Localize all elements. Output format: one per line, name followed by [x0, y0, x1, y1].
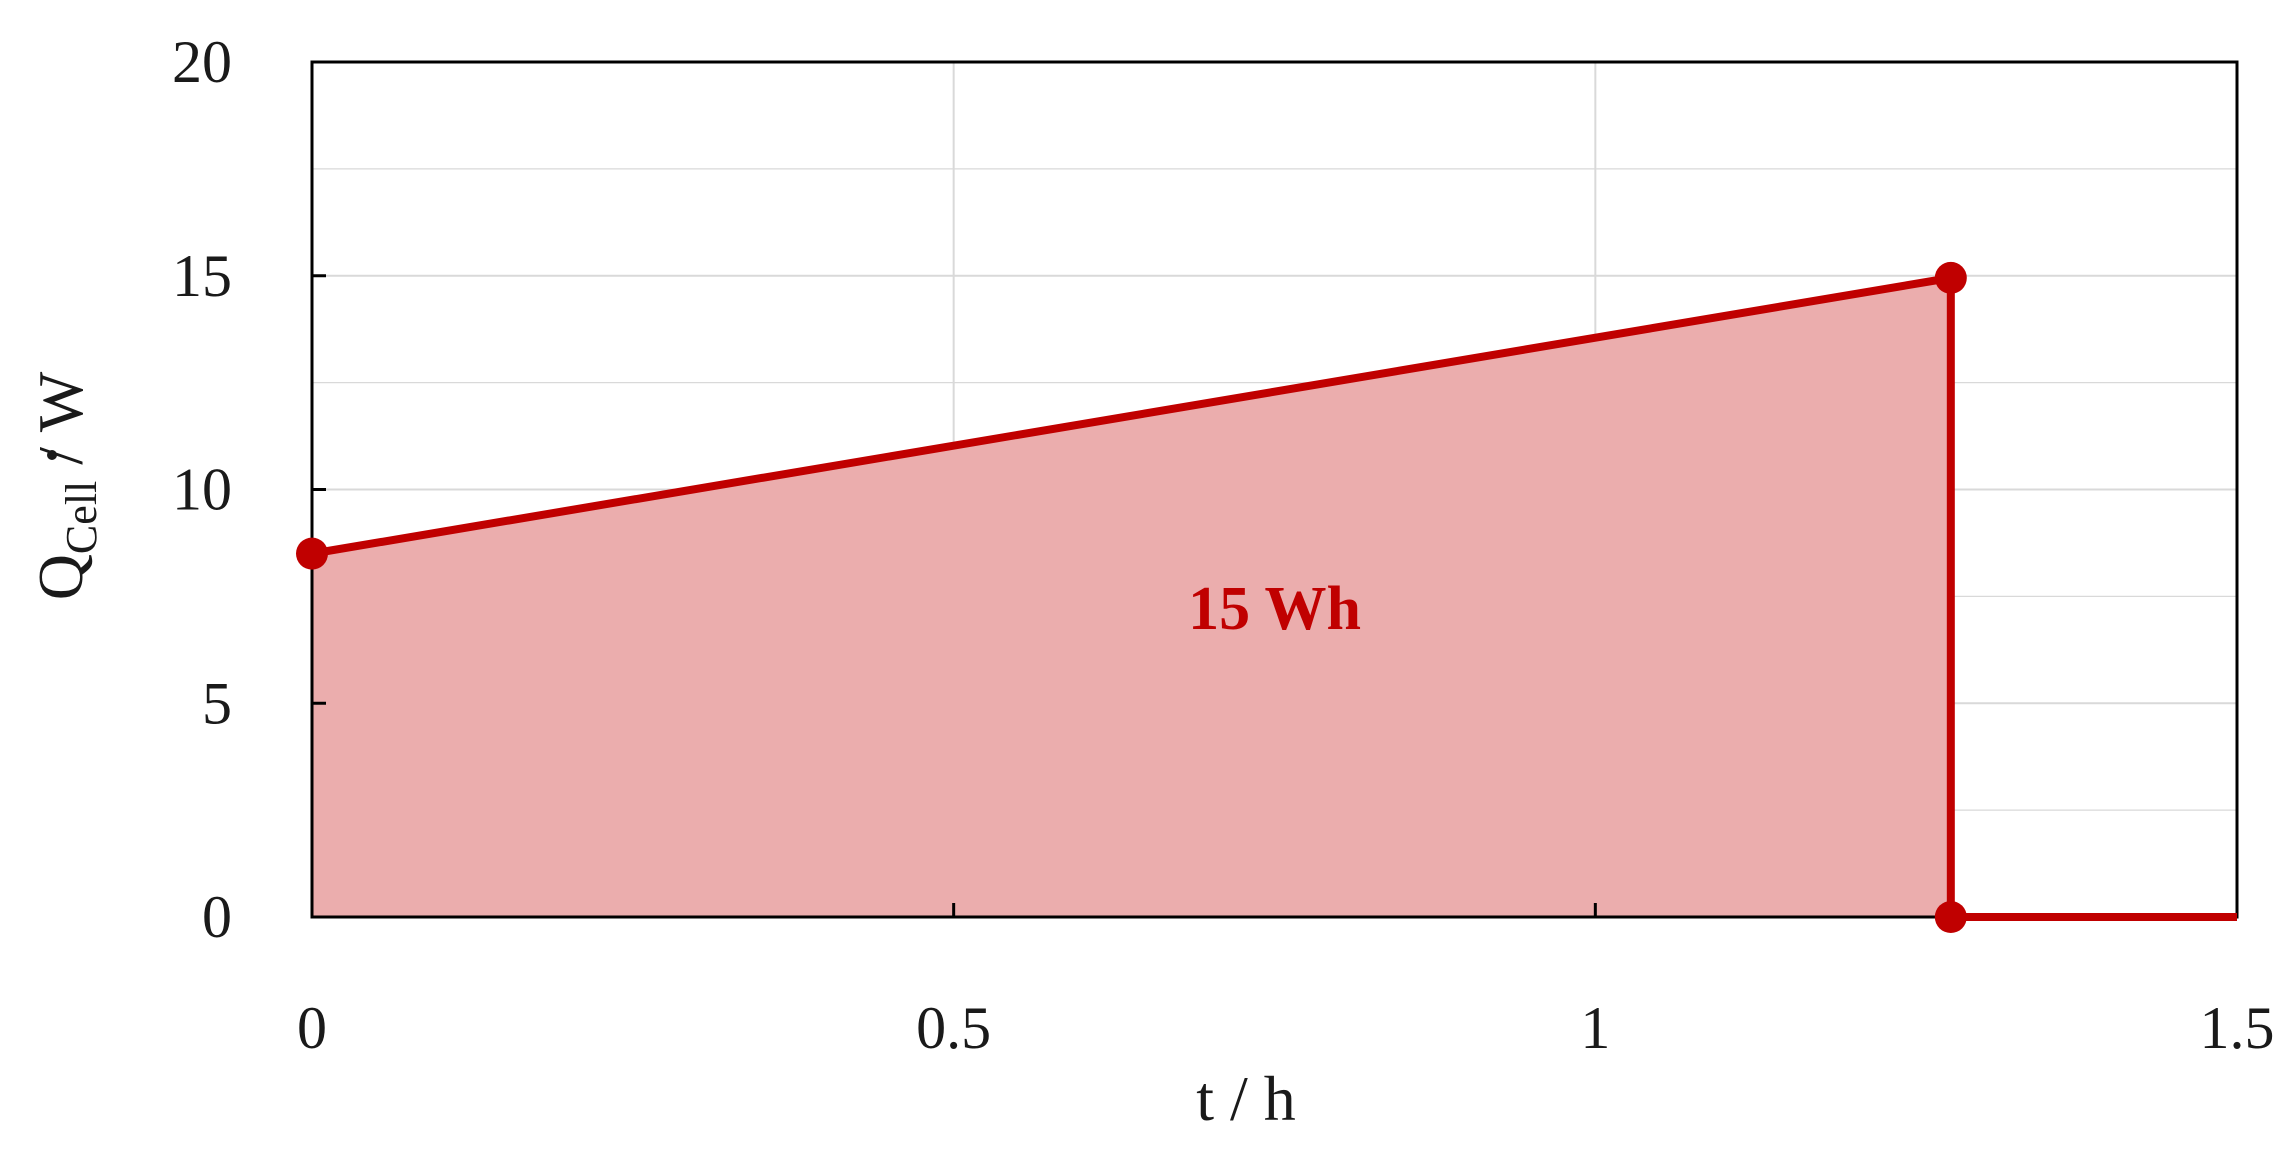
y-axis-label-unit: / W [25, 371, 96, 481]
q-dot-accent [47, 450, 57, 460]
area-fill [312, 277, 1951, 917]
x-tick-labels: 0 0.5 1 1.5 [297, 995, 2275, 1061]
marker-1 [1934, 261, 1967, 294]
y-axis-label-subscript: Cell [57, 481, 106, 554]
marker-0 [296, 537, 328, 570]
x-axis-label: t / h [1196, 1063, 1296, 1134]
annotations: 15 Wh [1188, 575, 1361, 643]
annotation-0: 15 Wh [1188, 575, 1361, 643]
marker-2 [1934, 901, 1967, 933]
x-tick-label-0: 0 [297, 995, 327, 1061]
y-tick-label-4: 20 [172, 29, 232, 95]
svg-text:QCell / W: QCell / W [25, 371, 106, 600]
y-tick-label-2: 10 [172, 457, 232, 523]
x-tick-label-3: 1.5 [2200, 995, 2275, 1061]
y-tick-label-3: 15 [172, 243, 232, 309]
x-tick-label-2: 1 [1580, 995, 1610, 1061]
y-tick-label-0: 0 [202, 884, 232, 950]
series-line [311, 273, 2237, 921]
y-tick-labels: 0 5 10 15 20 [172, 29, 232, 950]
y-tick-label-1: 5 [202, 670, 232, 736]
series-markers [296, 261, 1967, 933]
x-tick-label-1: 0.5 [916, 995, 991, 1061]
y-axis-label: QCell / W [25, 371, 106, 600]
y-axis-label-symbol: Q [25, 554, 96, 600]
